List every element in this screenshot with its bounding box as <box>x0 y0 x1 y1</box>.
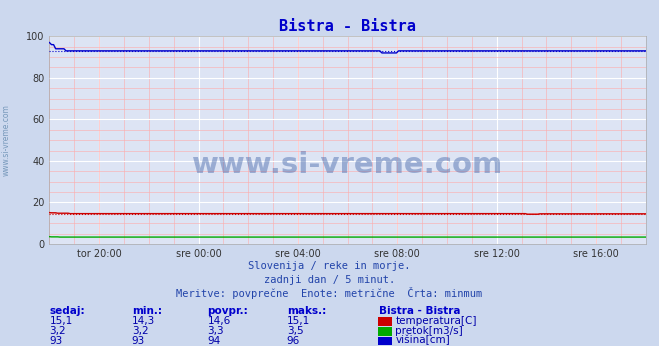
Text: 3,3: 3,3 <box>208 326 224 336</box>
Text: maks.:: maks.: <box>287 306 326 316</box>
Text: min.:: min.: <box>132 306 162 316</box>
Text: 96: 96 <box>287 336 300 346</box>
Text: zadnji dan / 5 minut.: zadnji dan / 5 minut. <box>264 275 395 285</box>
Text: 15,1: 15,1 <box>287 316 310 326</box>
Text: 93: 93 <box>132 336 145 346</box>
Text: višina[cm]: višina[cm] <box>395 335 450 346</box>
Text: Slovenija / reke in morje.: Slovenija / reke in morje. <box>248 261 411 271</box>
Text: 93: 93 <box>49 336 63 346</box>
Text: www.si-vreme.com: www.si-vreme.com <box>2 104 11 176</box>
Text: Meritve: povprečne  Enote: metrične  Črta: minmum: Meritve: povprečne Enote: metrične Črta:… <box>177 287 482 299</box>
Text: 14,3: 14,3 <box>132 316 155 326</box>
Text: 14,6: 14,6 <box>208 316 231 326</box>
Text: 94: 94 <box>208 336 221 346</box>
Text: temperatura[C]: temperatura[C] <box>395 316 477 326</box>
Text: sedaj:: sedaj: <box>49 306 85 316</box>
Text: 15,1: 15,1 <box>49 316 72 326</box>
Text: www.si-vreme.com: www.si-vreme.com <box>192 151 503 179</box>
Text: 3,5: 3,5 <box>287 326 303 336</box>
Text: 3,2: 3,2 <box>132 326 148 336</box>
Text: pretok[m3/s]: pretok[m3/s] <box>395 326 463 336</box>
Text: povpr.:: povpr.: <box>208 306 248 316</box>
Text: 3,2: 3,2 <box>49 326 66 336</box>
Text: Bistra - Bistra: Bistra - Bistra <box>379 306 461 316</box>
Title: Bistra - Bistra: Bistra - Bistra <box>279 19 416 34</box>
